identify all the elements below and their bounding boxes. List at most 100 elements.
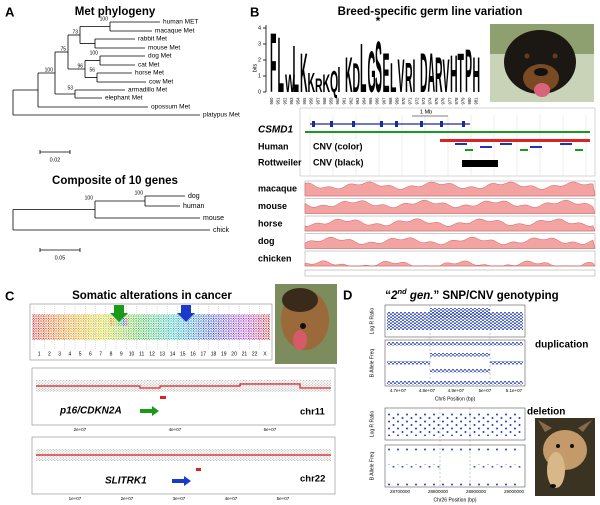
chromosome-label: X xyxy=(263,351,267,357)
leaf-label: mouse Met xyxy=(148,45,180,52)
chromosome-label: 21 xyxy=(242,351,248,357)
logo-position: 972 xyxy=(414,97,419,105)
conservation-area xyxy=(304,218,596,232)
logo-letter: S xyxy=(375,28,382,109)
title-part: ” SNP/CNV genotyping xyxy=(433,290,558,302)
y-axis-title: Log R Ratio xyxy=(369,308,375,335)
logo-position: 970 xyxy=(401,97,406,105)
scale-label: 0.02 xyxy=(50,157,61,163)
x-tick-label: 5.1e+07 xyxy=(506,388,523,393)
track-label: CNV (black) xyxy=(313,157,364,167)
leaf-label: elephant Met xyxy=(105,95,143,102)
conservation-label: horse xyxy=(258,218,283,228)
exon xyxy=(380,121,383,127)
event-label: duplication xyxy=(535,340,588,351)
leaf-label: opossum Met xyxy=(151,104,190,111)
photo-shape xyxy=(538,420,552,432)
human-cnv xyxy=(480,146,492,148)
logo-letter: Q xyxy=(330,64,338,99)
x-tick-label: 4e+07 xyxy=(169,427,182,432)
photo-shape xyxy=(534,83,550,97)
chromosome-label: 11 xyxy=(139,351,144,357)
rottweiler-cnv xyxy=(462,160,498,167)
logo-letter: L xyxy=(293,32,299,107)
photo-shape xyxy=(293,330,307,350)
bootstrap-value: 100 xyxy=(100,16,109,22)
exon xyxy=(462,121,465,127)
lrr-dots xyxy=(430,308,490,318)
x-tick-label: 2e+07 xyxy=(121,496,134,501)
logo-position: 968 xyxy=(388,97,393,105)
bootstrap-value: 73 xyxy=(72,29,78,35)
chromosome-label: 18 xyxy=(211,351,217,357)
panel-subtitle: Composite of 10 genes xyxy=(52,175,178,187)
leaf-label: horse Met xyxy=(135,70,164,77)
photo-shape xyxy=(556,444,560,448)
leaf-label: human xyxy=(183,203,205,210)
x-tick-label: 29000000 xyxy=(504,489,525,494)
leaf-label: rabbit Met xyxy=(138,36,167,43)
conservation-area xyxy=(304,181,596,197)
baf-dots xyxy=(387,482,523,486)
logo-letter: E xyxy=(383,42,390,105)
logo-position: 969 xyxy=(395,97,400,105)
logo-star: * xyxy=(376,14,381,28)
bootstrap-value: 96 xyxy=(77,63,83,69)
conservation-label: dog xyxy=(258,236,275,246)
gene-label: SLITRK1 xyxy=(105,476,147,487)
exon xyxy=(420,121,423,127)
logo-letter: L xyxy=(278,21,284,109)
human-cnv xyxy=(560,143,572,145)
logo-letter: D xyxy=(353,55,361,102)
annotation-track xyxy=(305,131,590,133)
x-tick-label: 4e+07 xyxy=(225,496,238,501)
logo-letter: V xyxy=(443,51,450,103)
logo-position: 958 xyxy=(322,97,327,105)
panel-title: “2nd gen.” SNP/CNV genotyping xyxy=(385,287,558,302)
logo-letter: K xyxy=(345,46,353,103)
logo-letter: L xyxy=(390,55,396,102)
logo-letter: R xyxy=(435,46,443,103)
conservation-area xyxy=(304,199,596,214)
x-tick-label: 5e+07 xyxy=(479,388,492,393)
logo-position: 977 xyxy=(447,97,452,105)
chromosome-label: 17 xyxy=(201,351,207,357)
baf-dots xyxy=(430,369,490,373)
conservation-area xyxy=(304,236,596,249)
deletion-segment xyxy=(160,396,166,399)
leaf-label: dog Met xyxy=(148,53,172,60)
bootstrap-value: 100 xyxy=(85,195,94,201)
logo-position: 973 xyxy=(421,97,426,105)
bootstrap-value: 53 xyxy=(67,85,73,91)
human-cnv xyxy=(455,143,467,145)
greyhound-photo xyxy=(535,418,595,496)
logo-position: 965 xyxy=(368,97,373,105)
exon xyxy=(330,121,333,127)
arrow xyxy=(172,476,191,486)
panel-title: Met phylogeny xyxy=(75,6,156,18)
gene-label: p16/CDKN2A xyxy=(59,406,122,417)
logo-letter: K xyxy=(300,42,308,105)
logo-position: 962 xyxy=(348,97,353,105)
chromosome-label: 9 xyxy=(120,351,123,357)
human-cnv xyxy=(465,149,473,151)
chromosome-name: chr11 xyxy=(300,407,326,418)
logo-axis-title: bits xyxy=(252,63,258,72)
chr11-frame xyxy=(31,367,336,426)
baf-dots xyxy=(490,361,523,365)
logo-letter: P xyxy=(465,38,472,106)
exon xyxy=(395,121,398,127)
logo-position: 979 xyxy=(461,97,466,105)
human-cnv xyxy=(500,143,512,145)
logo-letter: H xyxy=(473,46,481,103)
logo-position: 961 xyxy=(342,97,347,105)
leaf-label: armadillo Met xyxy=(128,87,167,94)
arrow xyxy=(140,406,159,416)
genome-dots xyxy=(32,314,270,340)
track-label: CNV (color) xyxy=(313,141,363,151)
exon xyxy=(440,121,443,127)
chromosome-label: 14 xyxy=(170,351,176,357)
chromosome-label: 19 xyxy=(221,351,227,357)
logo-letter: D xyxy=(420,42,428,105)
arrow xyxy=(110,305,128,322)
